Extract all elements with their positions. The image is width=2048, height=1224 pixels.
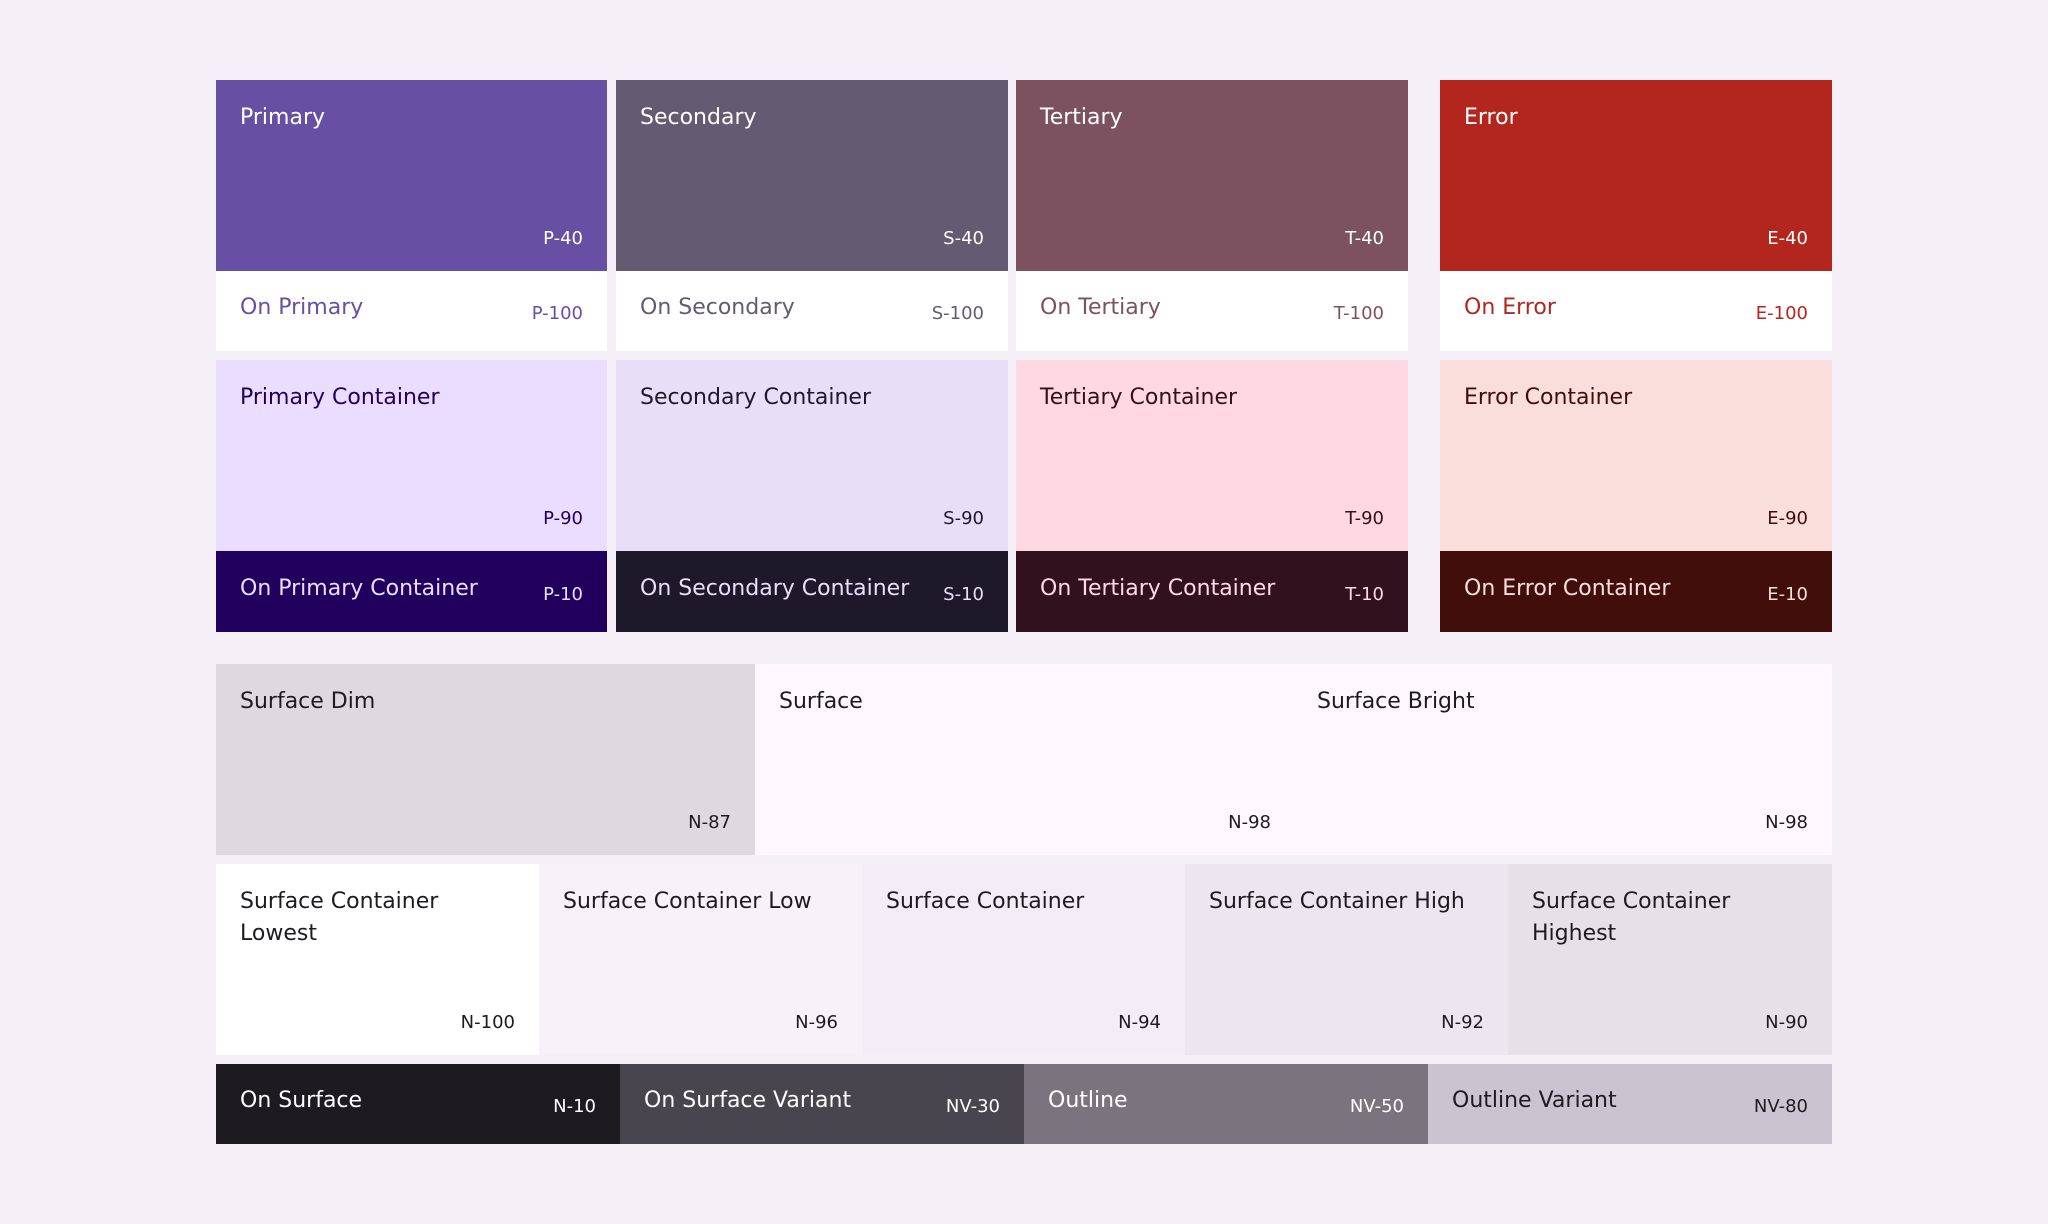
swatch-secondary: Secondary S-40 [616, 80, 1008, 271]
swatch-tertiary: Tertiary T-40 [1016, 80, 1408, 271]
swatch-primary: Primary P-40 [216, 80, 607, 271]
swatch-code: NV-50 [1349, 1096, 1404, 1117]
swatch-code: N-100 [460, 1012, 515, 1033]
swatch-on-tertiary-container: On Tertiary Container T-10 [1016, 551, 1408, 632]
swatch-on-error-container: On Error Container E-10 [1440, 551, 1832, 632]
swatch-code: S-10 [943, 583, 984, 605]
swatch-name: Tertiary [1040, 105, 1123, 130]
swatch-on-primary: On Primary P-100 [216, 271, 607, 351]
swatch-name: On Secondary [640, 295, 795, 320]
swatch-code: S-100 [931, 303, 984, 324]
swatch-name: Error Container [1464, 385, 1633, 410]
swatch-on-secondary: On Secondary S-100 [616, 271, 1008, 351]
swatch-surface-container-lowest: Surface Container Lowest N-100 [216, 864, 539, 1055]
swatch-on-tertiary: On Tertiary T-100 [1016, 271, 1408, 351]
swatch-code: N-98 [1228, 812, 1271, 833]
swatch-outline-variant: Outline Variant NV-80 [1428, 1064, 1832, 1144]
swatch-name: On Surface [240, 1088, 363, 1113]
swatch-surface-container-highest: Surface Container Highest N-90 [1508, 864, 1832, 1055]
swatch-name: Secondary Container [640, 385, 872, 410]
swatch-code: T-10 [1345, 583, 1384, 605]
swatch-on-secondary-container: On Secondary Container S-10 [616, 551, 1008, 632]
swatch-surface-container-high: Surface Container High N-92 [1185, 864, 1508, 1055]
swatch-surface: Surface N-98 Surface Bright N-98 [755, 664, 1832, 855]
swatch-name: Surface Container [886, 889, 1085, 914]
swatch-name: On Error [1464, 295, 1556, 320]
swatch-code: P-10 [543, 583, 583, 605]
swatch-name: On Tertiary Container [1040, 575, 1276, 601]
swatch-primary-container: Primary Container P-90 [216, 360, 607, 551]
swatch-code: E-10 [1767, 583, 1808, 605]
swatch-on-surface: On Surface N-10 [216, 1064, 620, 1144]
swatch-code: P-40 [543, 228, 583, 249]
swatch-tertiary-container: Tertiary Container T-90 [1016, 360, 1408, 551]
swatch-code: N-90 [1765, 1012, 1808, 1033]
swatch-code: S-40 [943, 228, 984, 249]
swatch-name: Error [1464, 105, 1518, 130]
swatch-code: E-90 [1767, 508, 1808, 529]
swatch-code: NV-30 [945, 1096, 1000, 1117]
swatch-name: Surface Container Low [563, 889, 812, 914]
swatch-on-primary-container: On Primary Container P-10 [216, 551, 607, 632]
swatch-name: On Secondary Container [640, 575, 910, 601]
swatch-name: On Tertiary [1040, 295, 1161, 320]
swatch-name: On Error Container [1464, 575, 1671, 601]
swatch-secondary-container: Secondary Container S-90 [616, 360, 1008, 551]
swatch-code: N-10 [553, 1096, 596, 1117]
swatch-code: S-90 [943, 508, 984, 529]
swatch-code: T-40 [1345, 228, 1384, 249]
swatch-code: N-92 [1441, 1012, 1484, 1033]
swatch-name: Surface Dim [240, 689, 376, 714]
swatch-name: Surface Container Lowest [240, 889, 439, 946]
swatch-outline: Outline NV-50 [1024, 1064, 1428, 1144]
swatch-name: On Primary Container [240, 575, 478, 601]
swatch-name: Surface [779, 689, 863, 714]
swatch-name: Outline Variant [1452, 1088, 1617, 1113]
swatch-code: P-100 [531, 303, 583, 324]
swatch-code: T-100 [1333, 303, 1384, 324]
swatch-name: Surface Container Highest [1532, 889, 1731, 946]
swatch-name: On Primary [240, 295, 364, 320]
swatch-surface-dim: Surface Dim N-87 [216, 664, 755, 855]
swatch-code: E-100 [1755, 303, 1808, 324]
swatch-name: Surface Container High [1209, 889, 1465, 914]
swatch-surface-container: Surface Container N-94 [862, 864, 1185, 1055]
swatch-code: N-94 [1118, 1012, 1161, 1033]
swatch-name: Secondary [640, 105, 757, 130]
swatch-code: N-87 [688, 812, 731, 833]
swatch-error: Error E-40 [1440, 80, 1832, 271]
swatch-on-error: On Error E-100 [1440, 271, 1832, 351]
swatch-surface-bright-name: Surface Bright [1317, 689, 1475, 714]
swatch-error-container: Error Container E-90 [1440, 360, 1832, 551]
swatch-name: Tertiary Container [1040, 385, 1238, 410]
swatch-name: Primary Container [240, 385, 440, 410]
swatch-code: NV-80 [1753, 1096, 1808, 1117]
swatch-code: E-40 [1767, 228, 1808, 249]
swatch-surface-container-low: Surface Container Low N-96 [539, 864, 862, 1055]
swatch-on-surface-variant: On Surface Variant NV-30 [620, 1064, 1024, 1144]
swatch-name: On Surface Variant [644, 1088, 852, 1113]
swatch-name: Outline [1048, 1088, 1128, 1113]
swatch-code: N-96 [795, 1012, 838, 1033]
swatch-code: P-90 [543, 508, 583, 529]
swatch-code: T-90 [1345, 508, 1384, 529]
swatch-surface-bright-code: N-98 [1765, 812, 1808, 833]
swatch-name: Primary [240, 105, 326, 130]
